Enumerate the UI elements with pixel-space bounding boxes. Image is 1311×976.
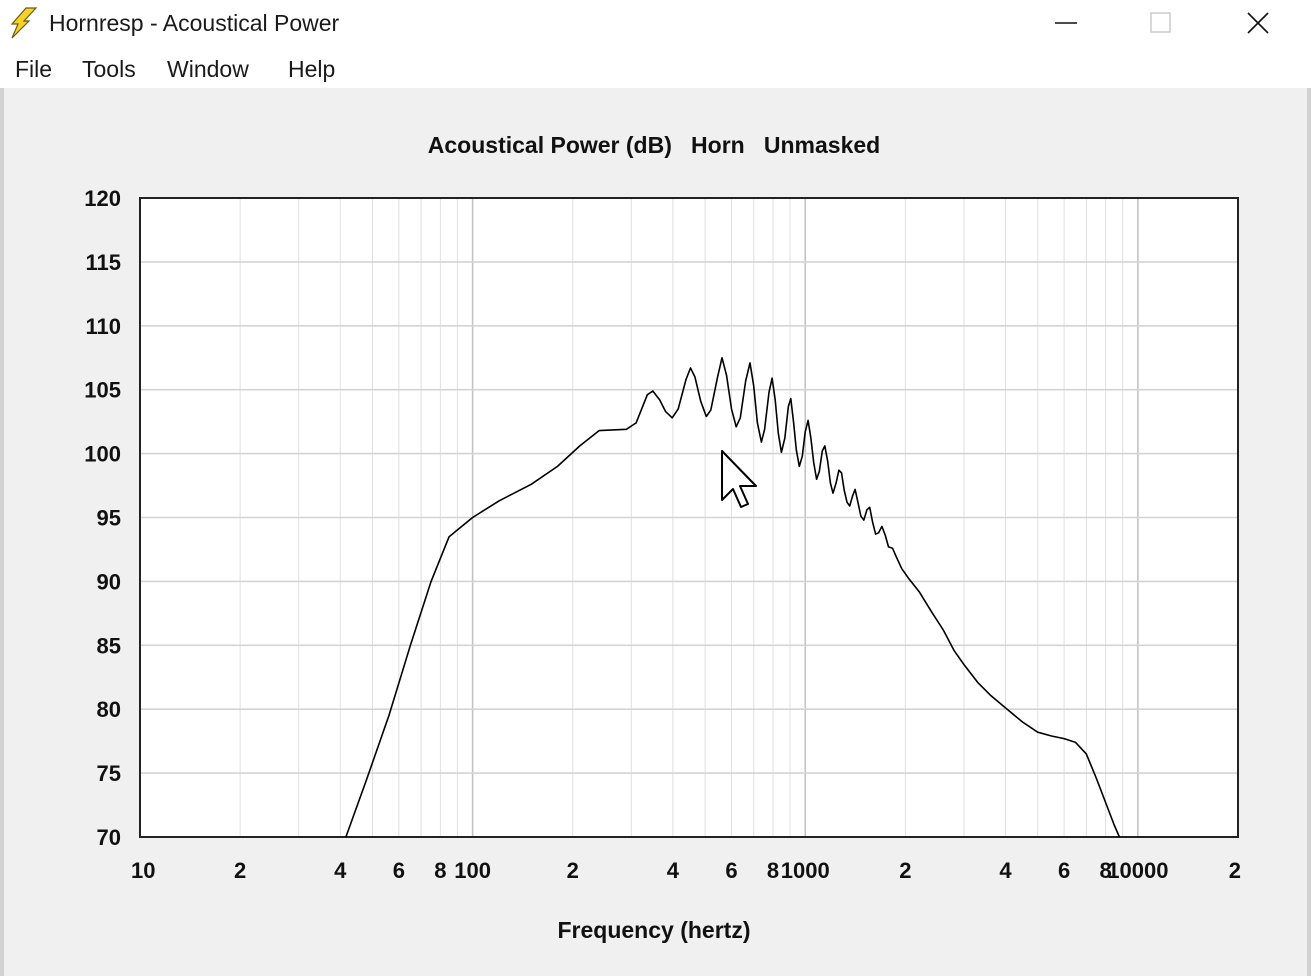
- window-title: Hornresp - Acoustical Power: [49, 10, 340, 36]
- x-tick-label: 8: [434, 858, 446, 883]
- x-tick-label: 4: [334, 858, 347, 883]
- y-tick-label: 110: [86, 314, 122, 339]
- minimize-button[interactable]: [1018, 0, 1114, 46]
- left-window-edge: [0, 88, 4, 976]
- close-icon: [1247, 12, 1269, 34]
- menu-bar: File Tools Window Help: [0, 46, 1311, 88]
- lightning-bolt-icon: [10, 7, 38, 39]
- y-tick-label: 85: [97, 633, 121, 658]
- x-tick-label: 100: [454, 858, 491, 883]
- maximize-icon: [1150, 12, 1171, 33]
- x-tick-label: 10000: [1107, 858, 1168, 883]
- x-tick-label: 2: [1229, 858, 1241, 883]
- x-tick-label: 8: [1100, 858, 1112, 883]
- y-tick-label: 100: [84, 442, 121, 467]
- x-tick-label: 4: [999, 858, 1012, 883]
- x-tick-label: 6: [393, 858, 405, 883]
- y-tick-label: 115: [86, 250, 122, 275]
- chart-title: Acoustical Power (dB) Horn Unmasked: [428, 132, 880, 158]
- y-tick-label: 95: [97, 506, 121, 531]
- x-tick-label: 2: [899, 858, 911, 883]
- x-tick-label: 2: [567, 858, 579, 883]
- y-tick-label: 75: [97, 761, 121, 786]
- x-tick-label: 6: [1058, 858, 1070, 883]
- close-button[interactable]: [1210, 0, 1306, 46]
- right-window-edge: [1307, 88, 1311, 976]
- y-tick-label: 105: [84, 378, 121, 403]
- mouse-pointer-icon: [721, 450, 757, 508]
- title-bar[interactable]: Hornresp - Acoustical Power: [0, 0, 1311, 46]
- x-tick-label: 4: [667, 858, 680, 883]
- maximize-button[interactable]: [1113, 0, 1209, 46]
- y-tick-label: 120: [84, 186, 121, 211]
- x-tick-label: 8: [767, 858, 779, 883]
- x-axis-label: Frequency (hertz): [558, 917, 751, 943]
- plot-frame: [139, 197, 1239, 838]
- menu-help[interactable]: Help: [288, 56, 336, 82]
- menu-file[interactable]: File: [15, 56, 53, 82]
- x-tick-label: 1000: [781, 858, 830, 883]
- menu-tools[interactable]: Tools: [82, 56, 136, 82]
- y-tick-label: 80: [97, 697, 121, 722]
- x-tick-label: 2: [234, 858, 246, 883]
- menu-window[interactable]: Window: [167, 56, 249, 82]
- acoustical-power-trace: [345, 357, 1121, 838]
- minimize-icon: [1055, 22, 1077, 24]
- y-tick-label: 70: [97, 825, 121, 850]
- x-tick-label: 10: [131, 858, 155, 883]
- y-tick-label: 90: [97, 569, 121, 594]
- x-tick-label: 6: [725, 858, 737, 883]
